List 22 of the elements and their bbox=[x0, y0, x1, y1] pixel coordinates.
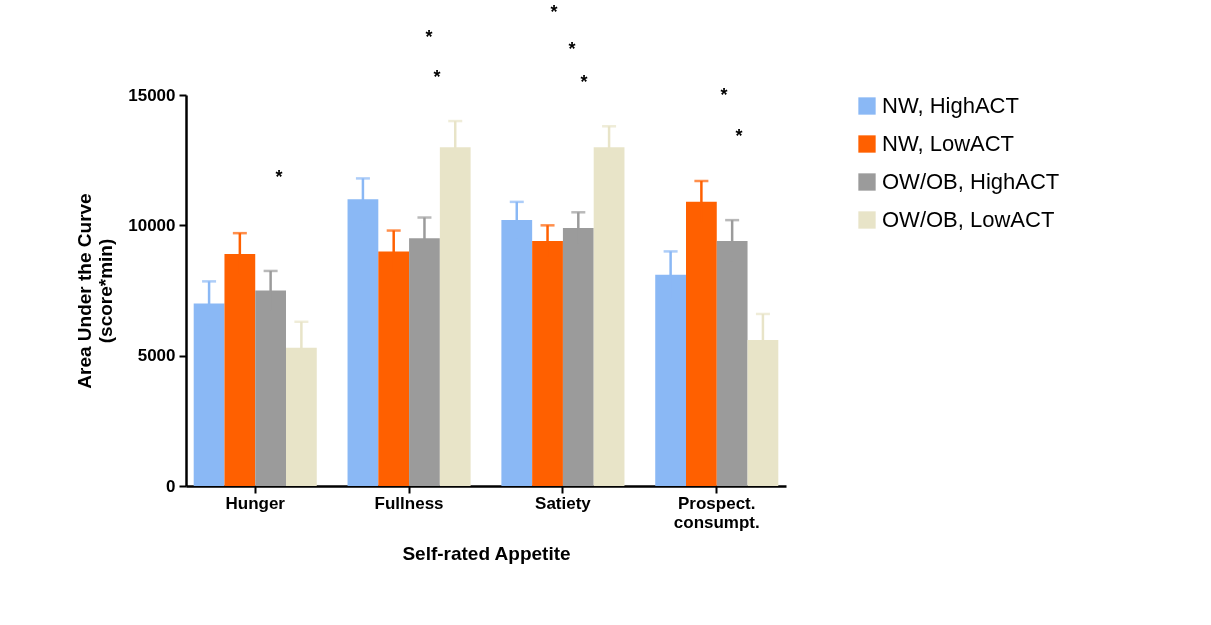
y-tick-label: 10000 bbox=[128, 215, 176, 235]
y-tick-label: 15000 bbox=[128, 85, 176, 105]
legend-label: OW/OB, HighACT bbox=[882, 169, 1060, 194]
x-tick-label: Hunger bbox=[225, 493, 286, 513]
y-tick-label: 5000 bbox=[137, 346, 176, 366]
legend-label: OW/OB, LowACT bbox=[882, 207, 1055, 232]
text: * bbox=[580, 72, 588, 92]
y-tick-label: 0 bbox=[166, 476, 176, 496]
annotation: * bbox=[735, 126, 743, 146]
annotation: * bbox=[275, 167, 283, 187]
x-tick-label: Prospect. consumpt. bbox=[673, 493, 760, 532]
text: * bbox=[425, 27, 433, 47]
text: * bbox=[550, 2, 558, 22]
x-tick-label: Fullness bbox=[374, 493, 444, 513]
legend-label: NW, LowACT bbox=[882, 131, 1015, 156]
y-axis-title: Area Under the Curve (score*min) bbox=[74, 193, 117, 389]
annotation: * bbox=[720, 85, 728, 105]
x-tick-label: Satiety bbox=[535, 493, 592, 513]
text: * bbox=[433, 67, 441, 87]
text: * bbox=[568, 39, 576, 59]
x-axis-title: Self-rated Appetite bbox=[402, 542, 571, 564]
legend-label: NW, HighACT bbox=[882, 93, 1019, 118]
